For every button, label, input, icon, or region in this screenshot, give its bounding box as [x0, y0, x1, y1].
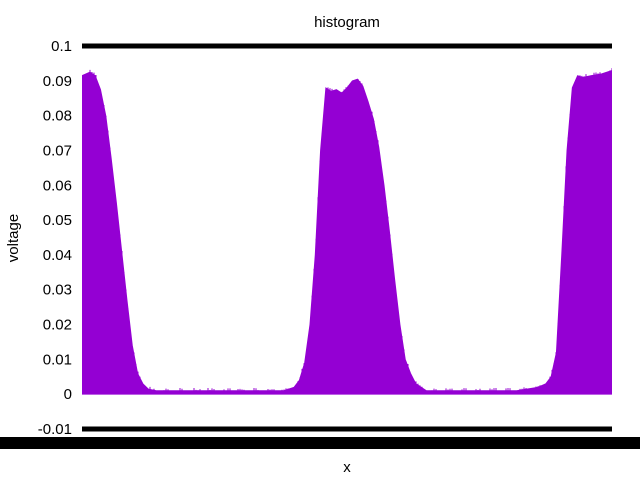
y-tick-label: 0.02	[43, 317, 72, 334]
y-tick-label: 0.01	[43, 351, 72, 368]
histogram-area-0	[82, 69, 612, 395]
y-tick-label: -0.01	[38, 421, 72, 438]
y-tick-label: 0	[64, 386, 72, 403]
y-axis-label: voltage	[5, 214, 22, 262]
y-tick-label: 0.07	[43, 142, 72, 159]
y-tick-label: 0.08	[43, 108, 72, 125]
y-tick-label: 0.03	[43, 282, 72, 299]
y-tick-label: 0.09	[43, 73, 72, 90]
plot-area	[0, 43, 640, 449]
x-axis-label: x	[343, 459, 351, 476]
chart-title: histogram	[314, 14, 380, 31]
y-tick-label: 0.1	[51, 38, 72, 55]
y-tick-label: 0.06	[43, 177, 72, 194]
y-tick-labels: -0.01 0 0.01 0.02 0.03 0.04 0.05 0.06 0.07 0.08 0.…	[38, 38, 72, 438]
y-tick-label: 0.05	[43, 212, 72, 229]
y-tick-label: 0.04	[43, 247, 72, 264]
figure-bottom-bar	[0, 437, 640, 449]
histogram-bins-0	[82, 68, 612, 395]
